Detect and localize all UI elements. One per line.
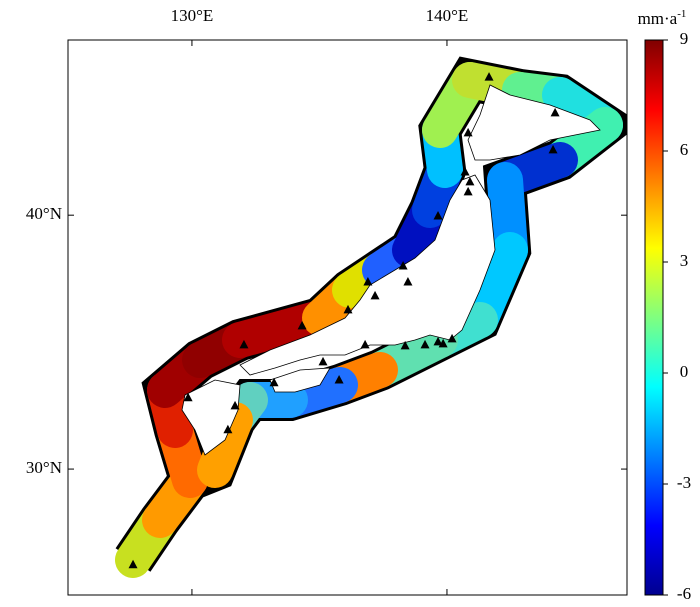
station xyxy=(465,176,475,186)
station xyxy=(183,392,193,402)
station xyxy=(297,320,307,330)
station xyxy=(550,107,560,117)
station xyxy=(223,424,233,434)
station xyxy=(447,333,457,343)
station xyxy=(398,260,408,270)
unit-exponent: -1 xyxy=(677,8,686,20)
station xyxy=(484,72,494,81)
colorbar-tick-label: 9 xyxy=(680,29,689,48)
land xyxy=(181,84,601,456)
colorbar-tick-label: 3 xyxy=(680,251,689,270)
station xyxy=(128,559,138,569)
station xyxy=(269,377,279,387)
station xyxy=(433,336,443,346)
station xyxy=(370,290,380,300)
station xyxy=(230,400,240,410)
colorbar-tick-label: -3 xyxy=(677,473,691,492)
unit-text: mm·a xyxy=(638,9,678,28)
colorbar-tick-label: 6 xyxy=(680,140,689,159)
station xyxy=(334,374,344,384)
station xyxy=(403,276,413,286)
colorbar xyxy=(644,39,664,596)
colorbar-unit: mm·a-1 xyxy=(638,8,687,28)
station xyxy=(318,356,328,366)
map-frame xyxy=(67,39,628,596)
lat-tick-label: 40°N xyxy=(26,204,62,223)
lon-tick-label: 130°E xyxy=(171,6,214,25)
colorbar-tick-label: 0 xyxy=(680,362,689,381)
lat-tick-label: 30°N xyxy=(26,458,62,477)
station xyxy=(239,339,249,349)
station xyxy=(360,339,370,349)
lon-tick-label: 140°E xyxy=(426,6,469,25)
station xyxy=(400,340,410,350)
station xyxy=(460,167,470,176)
station xyxy=(433,210,443,220)
station xyxy=(343,304,353,314)
station xyxy=(463,186,473,196)
colorbar-tick-label: -6 xyxy=(677,584,691,603)
station xyxy=(548,144,558,154)
station xyxy=(363,276,373,286)
station xyxy=(463,127,473,137)
station xyxy=(420,339,430,349)
trend-band xyxy=(115,56,627,578)
station xyxy=(438,338,448,348)
